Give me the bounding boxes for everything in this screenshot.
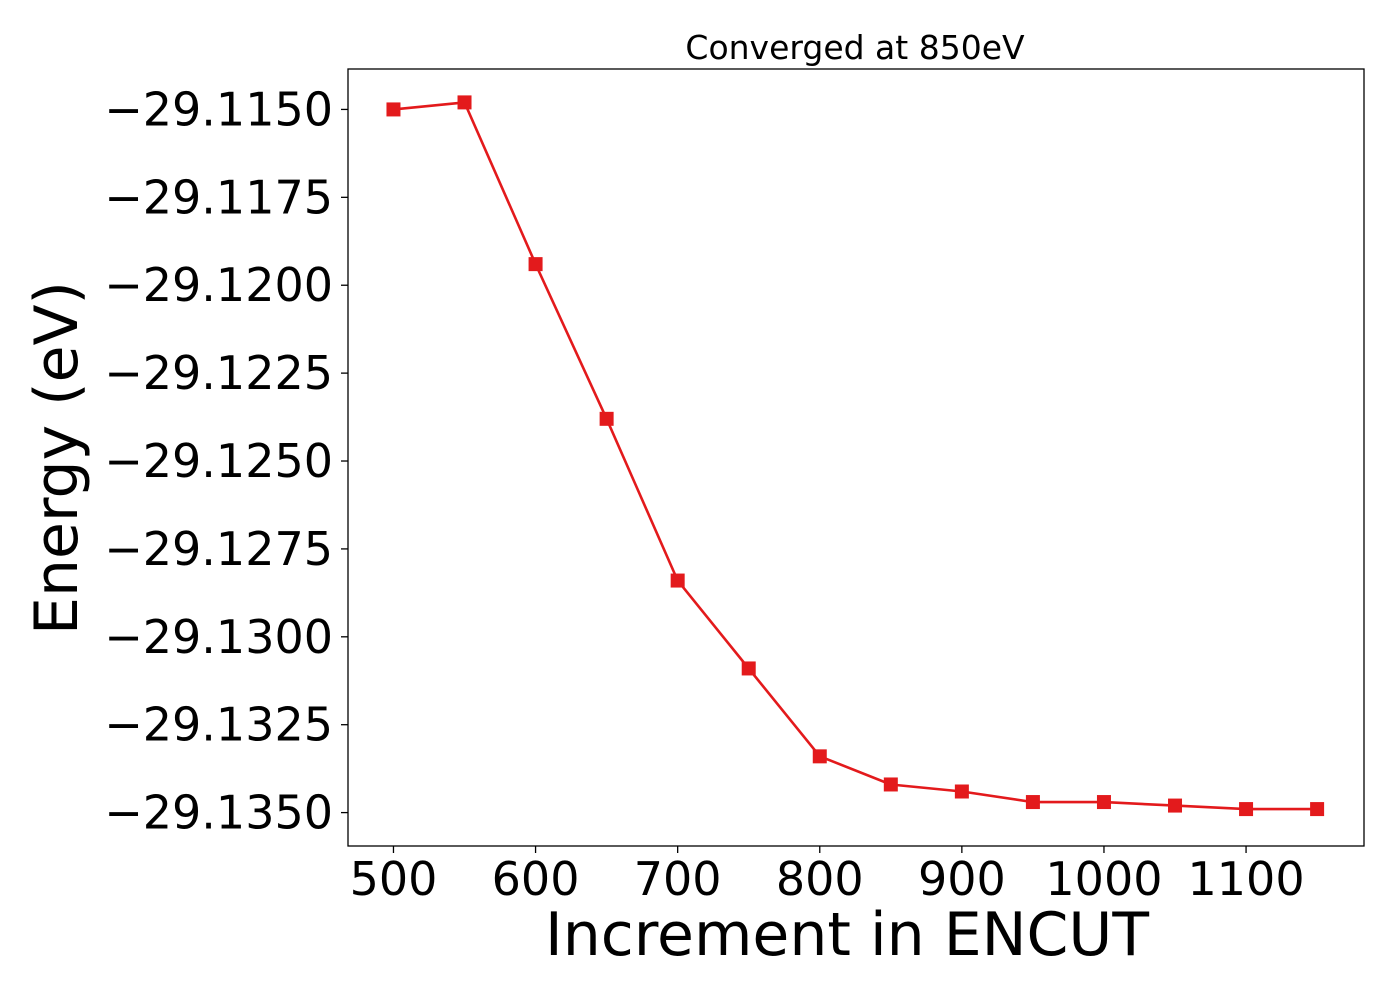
data-point [954,784,969,799]
data-point [386,102,401,117]
data-point [528,257,543,272]
x-tick-label: 1100 [1188,852,1305,906]
data-point [599,411,614,426]
data-point [670,573,685,588]
y-tick-label: −29.1275 [104,522,333,576]
data-point [1168,798,1183,813]
y-tick-label: −29.1300 [104,610,333,664]
x-axis: 500 600 700 800 900 1000 1100 [350,846,1305,906]
x-tick-label: 600 [492,852,580,906]
y-tick-label: −29.1200 [104,258,333,312]
x-axis-label: Increment in ENCUT [545,900,1149,970]
y-tick-label: −29.1250 [104,434,333,488]
y-tick-label: −29.1350 [104,786,333,840]
y-tick-label: −29.1225 [104,346,333,400]
y-axis-label: Energy (eV) [22,281,92,635]
y-axis: −29.1150 −29.1175 −29.1200 −29.1225 −29.1250… [104,82,348,840]
data-point [1310,802,1325,817]
x-tick-label: 1000 [1045,852,1162,906]
data-point [812,749,827,764]
data-point [741,661,756,676]
data-point [1239,802,1254,817]
data-point [1025,795,1040,810]
data-point [883,777,898,792]
x-tick-label: 500 [350,852,438,906]
data-point [457,95,472,110]
y-tick-label: −29.1150 [104,82,333,136]
y-tick-label: −29.1175 [104,170,333,224]
plot-frame [347,68,1365,847]
y-tick-label: −29.1325 [104,698,333,752]
x-tick-label: 900 [918,852,1006,906]
chart-title: Converged at 850eV [685,28,1025,67]
x-tick-label: 700 [634,852,722,906]
x-tick-label: 800 [776,852,864,906]
series-layer [386,95,1325,817]
series-line [393,101,1318,811]
data-point [1096,795,1111,810]
